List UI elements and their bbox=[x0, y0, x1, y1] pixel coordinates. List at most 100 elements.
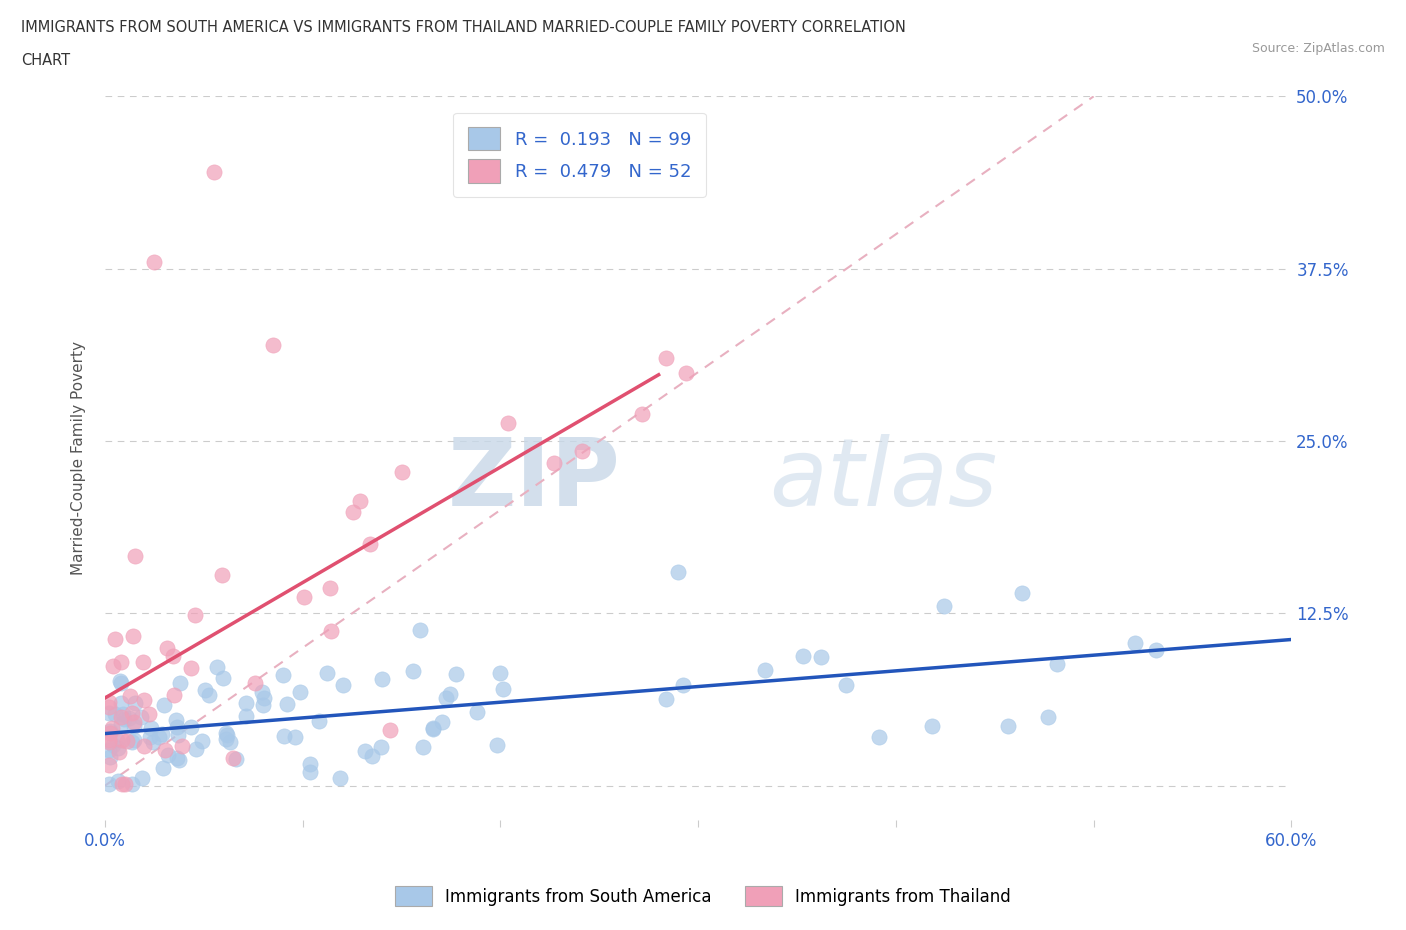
Point bbox=[997, 718, 1019, 733]
Point bbox=[353, 744, 375, 759]
Point bbox=[315, 665, 337, 680]
Point bbox=[132, 738, 155, 753]
Point bbox=[101, 658, 124, 673]
Point bbox=[191, 734, 214, 749]
Point bbox=[111, 777, 134, 791]
Point bbox=[107, 774, 129, 789]
Point bbox=[1038, 710, 1060, 724]
Point bbox=[121, 705, 143, 720]
Text: atlas: atlas bbox=[769, 434, 998, 525]
Point bbox=[97, 777, 120, 791]
Point bbox=[198, 687, 221, 702]
Point bbox=[318, 581, 340, 596]
Point bbox=[122, 733, 145, 748]
Point bbox=[672, 678, 695, 693]
Point bbox=[98, 725, 121, 740]
Point bbox=[103, 631, 125, 646]
Point bbox=[121, 735, 143, 750]
Point bbox=[1011, 585, 1033, 600]
Point bbox=[422, 721, 444, 736]
Point bbox=[97, 757, 120, 772]
Point bbox=[655, 351, 678, 365]
Point bbox=[124, 696, 146, 711]
Point bbox=[290, 684, 312, 699]
Point bbox=[835, 677, 858, 692]
Point bbox=[111, 707, 134, 722]
Point bbox=[122, 715, 145, 730]
Point bbox=[666, 565, 689, 579]
Point bbox=[112, 711, 135, 726]
Point bbox=[120, 689, 142, 704]
Point bbox=[271, 668, 294, 683]
Point bbox=[444, 667, 467, 682]
Point bbox=[430, 714, 453, 729]
Legend: Immigrants from South America, Immigrants from Thailand: Immigrants from South America, Immigrant… bbox=[388, 880, 1018, 912]
Point bbox=[754, 663, 776, 678]
Point bbox=[349, 494, 371, 509]
Point bbox=[122, 629, 145, 644]
Text: CHART: CHART bbox=[21, 53, 70, 68]
Point bbox=[153, 698, 176, 712]
Point bbox=[138, 730, 160, 745]
Point bbox=[211, 567, 233, 582]
Point bbox=[675, 365, 697, 380]
Point bbox=[235, 709, 257, 724]
Point bbox=[166, 751, 188, 765]
Point bbox=[180, 720, 202, 735]
Point bbox=[165, 712, 187, 727]
Point bbox=[292, 590, 315, 604]
Point bbox=[101, 721, 124, 736]
Point bbox=[360, 749, 382, 764]
Point bbox=[166, 720, 188, 735]
Point bbox=[332, 677, 354, 692]
Point bbox=[215, 731, 238, 746]
Point bbox=[169, 676, 191, 691]
Point bbox=[142, 735, 165, 750]
Point bbox=[222, 751, 245, 765]
Point bbox=[378, 723, 401, 737]
Point bbox=[1125, 635, 1147, 650]
Point bbox=[243, 675, 266, 690]
Point bbox=[117, 734, 139, 749]
Point bbox=[235, 696, 257, 711]
Point bbox=[371, 671, 394, 686]
Point bbox=[485, 737, 508, 752]
Point bbox=[412, 739, 434, 754]
Point bbox=[139, 721, 162, 736]
Point bbox=[129, 710, 152, 724]
Point bbox=[107, 745, 129, 760]
Point bbox=[868, 730, 890, 745]
Point bbox=[110, 655, 132, 670]
Point bbox=[1046, 657, 1069, 671]
Point bbox=[110, 710, 132, 724]
Point bbox=[498, 416, 520, 431]
Point bbox=[163, 688, 186, 703]
Point bbox=[132, 654, 155, 669]
Point bbox=[97, 706, 120, 721]
Point bbox=[409, 622, 432, 637]
Point bbox=[370, 739, 392, 754]
Point bbox=[284, 730, 307, 745]
Point bbox=[342, 504, 364, 519]
Point bbox=[97, 733, 120, 748]
Point bbox=[107, 741, 129, 756]
Point bbox=[166, 727, 188, 742]
Point bbox=[108, 674, 131, 689]
Point bbox=[105, 733, 128, 748]
Point bbox=[202, 165, 225, 179]
Legend: R =  0.193   N = 99, R =  0.479   N = 52: R = 0.193 N = 99, R = 0.479 N = 52 bbox=[453, 113, 706, 197]
Point bbox=[180, 660, 202, 675]
Point bbox=[114, 777, 136, 791]
Point bbox=[124, 549, 146, 564]
Point bbox=[489, 666, 512, 681]
Point bbox=[207, 659, 229, 674]
Point bbox=[150, 726, 173, 741]
Point bbox=[167, 752, 190, 767]
Point bbox=[422, 722, 444, 737]
Point bbox=[273, 728, 295, 743]
Point bbox=[143, 255, 166, 270]
Text: Source: ZipAtlas.com: Source: ZipAtlas.com bbox=[1251, 42, 1385, 55]
Point bbox=[434, 691, 457, 706]
Point bbox=[131, 770, 153, 785]
Point bbox=[250, 684, 273, 699]
